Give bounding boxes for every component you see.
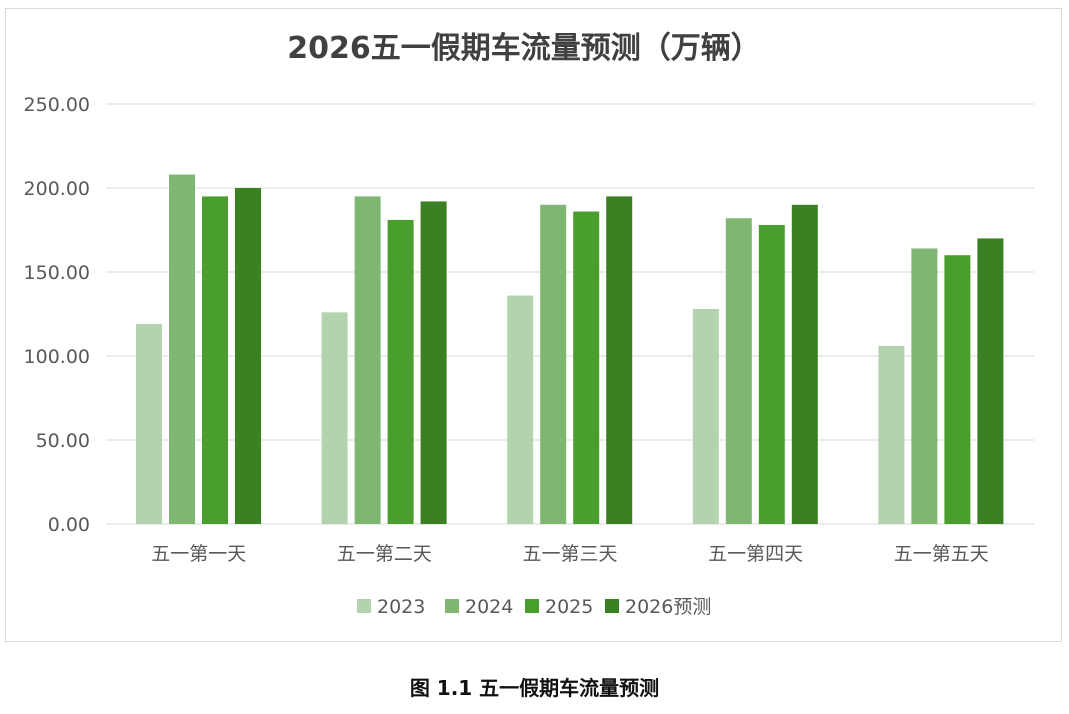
x-tick-label: 五一第四天 [708, 543, 803, 565]
bar-2025-4 [758, 224, 785, 524]
chart-title: 2026五一假期车流量预测（万辆） [287, 31, 761, 66]
bar-2026预测-2 [420, 201, 447, 524]
legend-label: 2026预测 [625, 596, 711, 618]
y-tick-label: 50.00 [36, 430, 90, 452]
bar-2025-2 [387, 219, 414, 525]
bar-2023-2 [321, 312, 348, 524]
y-tick-label: 250.00 [24, 94, 90, 116]
y-tick-label: 200.00 [24, 178, 90, 200]
bar-2026预测-4 [791, 204, 818, 525]
legend-label: 2024 [465, 596, 513, 618]
legend-swatch-2024 [445, 599, 459, 613]
x-tick-label: 五一第三天 [522, 543, 617, 565]
x-tick-label: 五一第二天 [337, 543, 432, 565]
legend-swatch-2023 [357, 599, 371, 613]
bar-2025-5 [944, 255, 971, 524]
bar-2024-3 [540, 204, 567, 525]
x-tick-label: 五一第一天 [151, 543, 246, 565]
y-tick-label: 100.00 [24, 346, 90, 368]
bar-2025-1 [202, 196, 228, 524]
figure-caption: 图 1.1 五一假期车流量预测 [409, 676, 660, 700]
bar-2026预测-5 [977, 238, 1004, 524]
bar-2024-5 [911, 248, 938, 525]
bar-2023-3 [507, 295, 534, 524]
y-tick-label: 0.00 [48, 514, 90, 536]
bar-chart: 2026五一假期车流量预测（万辆） 0.00 50.00 100.00 150.00 2… [24, 31, 1034, 618]
bar-2023-4 [692, 308, 719, 524]
legend-swatch-2026预测 [605, 599, 619, 613]
bar-2024-1 [169, 174, 195, 524]
legend-label: 2023 [377, 596, 425, 618]
bar-2023-5 [878, 345, 905, 524]
bar-2024-2 [354, 196, 381, 524]
legend-swatch-2025 [525, 599, 539, 613]
chart-frame [5, 8, 1062, 642]
bar-2026预测-1 [235, 188, 261, 524]
bar-2025-3 [573, 211, 600, 524]
legend-label: 2025 [545, 596, 593, 618]
y-tick-label: 150.00 [24, 262, 90, 284]
bar-2024-4 [725, 218, 752, 525]
bar-2023-1 [136, 324, 162, 524]
bar-2026预测-3 [606, 196, 633, 524]
x-tick-label: 五一第五天 [894, 543, 989, 565]
